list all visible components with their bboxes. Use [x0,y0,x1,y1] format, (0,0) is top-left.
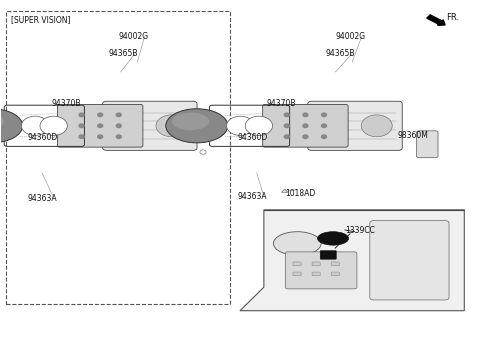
Circle shape [98,124,103,127]
Text: FR.: FR. [446,13,459,22]
Circle shape [322,124,326,127]
Ellipse shape [166,109,228,143]
FancyBboxPatch shape [331,262,339,266]
FancyBboxPatch shape [370,221,449,300]
Circle shape [116,135,121,138]
Circle shape [303,135,308,138]
FancyBboxPatch shape [103,101,197,150]
Circle shape [97,115,128,137]
Circle shape [322,135,326,138]
FancyBboxPatch shape [312,272,320,276]
Circle shape [22,116,48,135]
Circle shape [303,124,308,127]
Text: 94370B: 94370B [51,99,81,108]
Text: 94363A: 94363A [238,192,267,201]
Circle shape [156,115,187,137]
Ellipse shape [172,113,209,130]
FancyBboxPatch shape [263,104,348,147]
Circle shape [303,113,308,117]
FancyBboxPatch shape [320,251,336,259]
Polygon shape [240,210,464,311]
Circle shape [40,116,67,135]
Text: 94365B: 94365B [326,49,355,58]
Ellipse shape [274,232,321,255]
FancyBboxPatch shape [417,131,438,158]
FancyBboxPatch shape [293,272,301,276]
Text: 1339CC: 1339CC [345,225,375,235]
FancyBboxPatch shape [58,104,143,147]
Circle shape [116,113,121,117]
Text: 94365B: 94365B [109,49,138,58]
Circle shape [361,115,392,137]
FancyBboxPatch shape [312,262,320,266]
Circle shape [98,135,103,138]
Text: 94363A: 94363A [28,194,57,203]
Ellipse shape [0,109,23,143]
Circle shape [98,113,103,117]
FancyBboxPatch shape [331,272,339,276]
Polygon shape [281,189,288,192]
Circle shape [79,113,84,117]
Text: 94002G: 94002G [336,32,366,41]
Circle shape [245,116,273,135]
Circle shape [116,124,121,127]
Text: 94370B: 94370B [266,99,296,108]
Text: 94360D: 94360D [28,133,58,142]
Text: 1018AD: 1018AD [285,188,315,198]
Text: 94002G: 94002G [118,32,148,41]
Text: 98360M: 98360M [397,132,428,140]
Circle shape [79,124,84,127]
Circle shape [302,115,333,137]
Circle shape [79,135,84,138]
Circle shape [284,124,289,127]
FancyBboxPatch shape [285,252,357,289]
Text: 94360D: 94360D [238,133,268,142]
Circle shape [284,113,289,117]
Ellipse shape [318,232,348,245]
Circle shape [227,116,254,135]
Ellipse shape [0,113,4,130]
FancyArrow shape [427,15,445,25]
Circle shape [322,113,326,117]
FancyBboxPatch shape [293,262,301,266]
Circle shape [284,135,289,138]
FancyBboxPatch shape [308,101,402,150]
Text: [SUPER VISION]: [SUPER VISION] [11,15,71,24]
